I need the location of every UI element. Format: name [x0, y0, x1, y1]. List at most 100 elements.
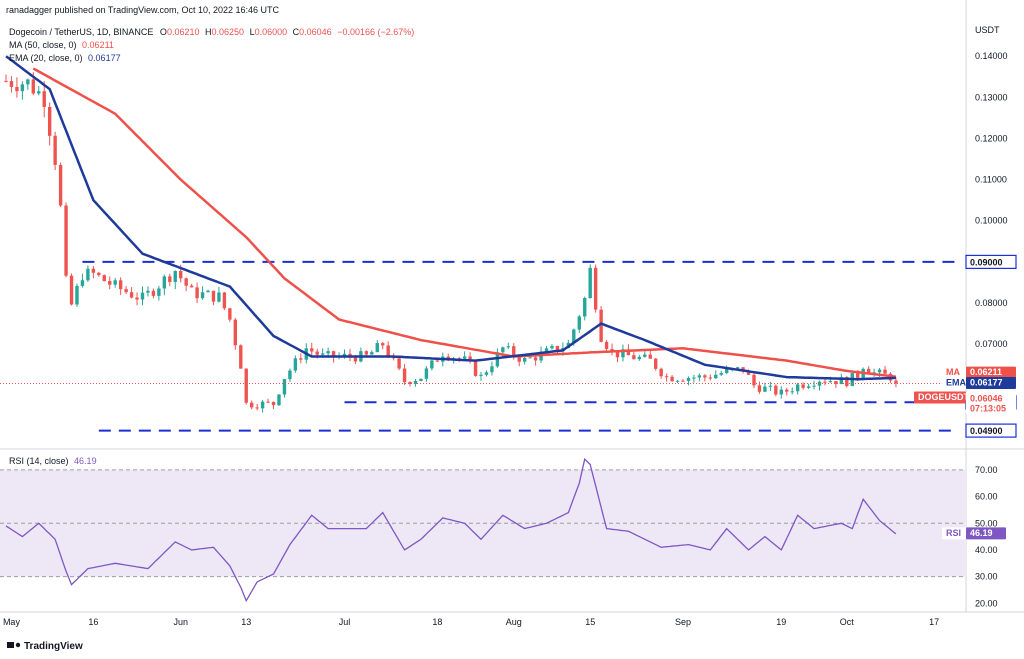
candle — [42, 81, 46, 118]
candle — [654, 358, 658, 371]
rsi-axis[interactable]: 20.00 30.00 40.00 50.00 60.00 70.00 — [975, 465, 998, 608]
ema-tag-label-text: EMA — [946, 378, 967, 388]
time-axis[interactable]: May 16 Jun 13 Jul 18 Aug 15 Sep 19 Oct 17 — [3, 617, 939, 627]
ma-legend-value: 0.06211 — [82, 40, 114, 50]
time-tick-label: 16 — [88, 617, 98, 627]
candle — [80, 273, 85, 288]
time-tick-label: Jun — [173, 617, 188, 627]
ma-legend[interactable]: MA (50, close, 0) 0.06211 — [9, 40, 114, 50]
candle-body — [375, 343, 379, 353]
symbol-name: Dogecoin / TetherUS, 1D, BINANCE — [9, 27, 153, 37]
candle-body — [626, 349, 631, 356]
time-tick-label: Jul — [339, 617, 351, 627]
time-tick-label: 15 — [585, 617, 595, 627]
candle — [195, 282, 199, 303]
candle-body — [468, 356, 472, 362]
rsi-tag-value-bg — [966, 527, 1006, 540]
price-tag-countdown: 07:13:05 — [970, 403, 1006, 413]
candle — [97, 271, 101, 277]
candle-body — [58, 164, 63, 206]
candle-body — [856, 373, 860, 378]
candle-body — [522, 358, 527, 362]
candle-body — [675, 380, 680, 382]
open-label: O — [160, 27, 167, 37]
candle-body — [342, 353, 347, 356]
level-tag-bg — [965, 423, 1017, 438]
candle-body — [774, 385, 778, 395]
price-axis[interactable]: 0.07000 0.08000 0.10000 0.11000 0.12000 0.130… — [975, 51, 1008, 349]
candle-body — [206, 290, 210, 293]
candle-body — [599, 309, 603, 342]
candle-body — [135, 297, 139, 300]
candle-body — [708, 377, 713, 379]
candle — [249, 400, 254, 410]
candle — [468, 352, 472, 364]
price-tick-label: 0.13000 — [975, 92, 1008, 102]
candle — [211, 290, 216, 306]
candle-body — [129, 292, 134, 298]
candle — [282, 378, 287, 398]
candle — [64, 202, 68, 278]
rsi-tick-label: 30.00 — [975, 572, 998, 582]
level-tag-text: 0.04900 — [970, 426, 1003, 436]
candle — [135, 292, 139, 306]
rsi-tick-label: 60.00 — [975, 492, 998, 502]
candle-body — [288, 370, 292, 380]
time-tick-label: May — [3, 617, 21, 627]
candle — [659, 367, 663, 379]
ema-tag-value-bg — [966, 377, 1016, 390]
candle-body — [692, 377, 696, 379]
candle-body — [97, 272, 101, 276]
candle — [397, 357, 401, 371]
tv-logo-icon — [7, 642, 14, 648]
rsi-tag-value-text: 46.19 — [970, 528, 993, 538]
price-tag-value-text: 0.06046 — [970, 393, 1003, 403]
candle-body — [790, 391, 794, 393]
tradingview-logo[interactable]: TradingView — [7, 641, 83, 652]
candle-body — [779, 389, 783, 395]
candle — [664, 373, 669, 382]
candle-body — [604, 341, 609, 349]
candle — [37, 85, 41, 96]
symbol-tag-label: DOGEUSDT — [914, 391, 970, 404]
price-tick-label: 0.11000 — [975, 175, 1007, 185]
candle-body — [763, 386, 767, 392]
candle-body — [91, 268, 96, 273]
rsi-tick-label: 40.00 — [975, 545, 998, 555]
price-tick-label: 0.07000 — [975, 339, 1008, 349]
candle — [217, 286, 221, 303]
candle-body — [659, 368, 663, 377]
candle — [790, 387, 794, 395]
price-tag-value-bg — [966, 391, 1016, 415]
rsi-legend[interactable]: RSI (14, close) 46.19 — [9, 456, 97, 466]
candle-body — [528, 357, 532, 359]
candle-body — [664, 376, 669, 378]
candle-body — [724, 369, 729, 374]
candle — [812, 380, 816, 390]
candle — [26, 78, 30, 90]
candle — [714, 370, 718, 379]
candle-body — [315, 351, 319, 355]
symbol-tag-label-text: DOGEUSDT — [918, 392, 970, 402]
time-tick-label: Oct — [840, 617, 855, 627]
candle — [86, 265, 90, 282]
candle — [370, 350, 374, 355]
candle-body — [615, 350, 620, 358]
time-tick-label: 19 — [776, 617, 786, 627]
candle-body — [533, 357, 538, 361]
candle — [151, 288, 156, 299]
candle — [675, 379, 680, 383]
candle — [577, 314, 581, 333]
ema-legend[interactable]: EMA (20, close, 0) 0.06177 — [9, 53, 121, 63]
rsi-tag-value: 46.19 — [966, 527, 1006, 540]
candle — [681, 379, 685, 382]
candle — [806, 383, 811, 390]
candle-body — [785, 389, 789, 392]
ma-50-line — [32, 67, 897, 378]
candle-body — [140, 292, 145, 300]
quote-currency: USDT — [975, 25, 1000, 35]
rsi-tick-label: 70.00 — [975, 465, 998, 475]
candle — [277, 394, 281, 407]
candle — [583, 296, 587, 321]
candle-body — [124, 289, 128, 293]
